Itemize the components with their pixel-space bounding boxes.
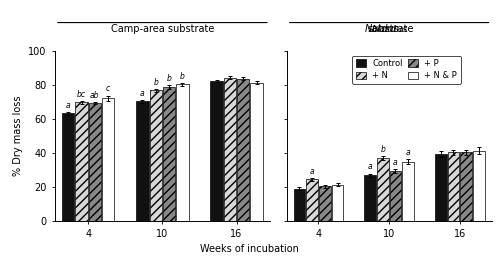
Text: b: b — [380, 145, 385, 154]
Bar — [150, 90, 162, 221]
Text: b: b — [153, 78, 158, 87]
Text: a: a — [406, 148, 411, 157]
Bar — [102, 98, 114, 221]
Bar — [136, 102, 149, 221]
Bar — [473, 151, 485, 221]
Text: a: a — [66, 100, 70, 109]
Bar — [448, 152, 459, 221]
Bar — [89, 103, 101, 221]
Bar — [402, 162, 414, 221]
Bar — [364, 175, 376, 221]
Bar — [250, 83, 262, 221]
Bar — [319, 186, 331, 221]
Y-axis label: % Dry mass loss: % Dry mass loss — [12, 96, 22, 177]
Bar — [293, 189, 305, 221]
Text: c: c — [106, 85, 110, 94]
Text: Nardus substrate: Nardus substrate — [0, 256, 1, 257]
Text: a: a — [368, 162, 372, 171]
Bar — [332, 185, 343, 221]
Bar — [460, 152, 472, 221]
Legend: Control, + N, + P, + N & P: Control, + N, + P, + N & P — [352, 56, 461, 84]
Bar — [435, 154, 447, 221]
Text: b: b — [180, 72, 185, 81]
Bar — [306, 179, 318, 221]
Text: Camp-area substrate: Camp-area substrate — [111, 24, 214, 34]
Bar — [390, 171, 401, 221]
Bar — [211, 81, 223, 221]
Bar — [62, 113, 74, 221]
Text: a: a — [140, 89, 145, 98]
Text: ab: ab — [90, 91, 100, 100]
Bar — [75, 102, 88, 221]
Bar — [176, 85, 189, 221]
Text: Weeks of incubation: Weeks of incubation — [200, 244, 299, 254]
Text: Nardus: Nardus — [365, 24, 399, 34]
Text: bc: bc — [77, 89, 86, 98]
Bar — [377, 158, 389, 221]
Text: a: a — [393, 158, 398, 167]
Text: Nardus: Nardus — [371, 25, 407, 34]
Text: a: a — [310, 167, 314, 176]
Bar — [237, 79, 250, 221]
Text: b: b — [167, 74, 172, 83]
Bar — [163, 87, 175, 221]
Text: substrate: substrate — [367, 24, 414, 34]
Bar — [224, 78, 236, 221]
